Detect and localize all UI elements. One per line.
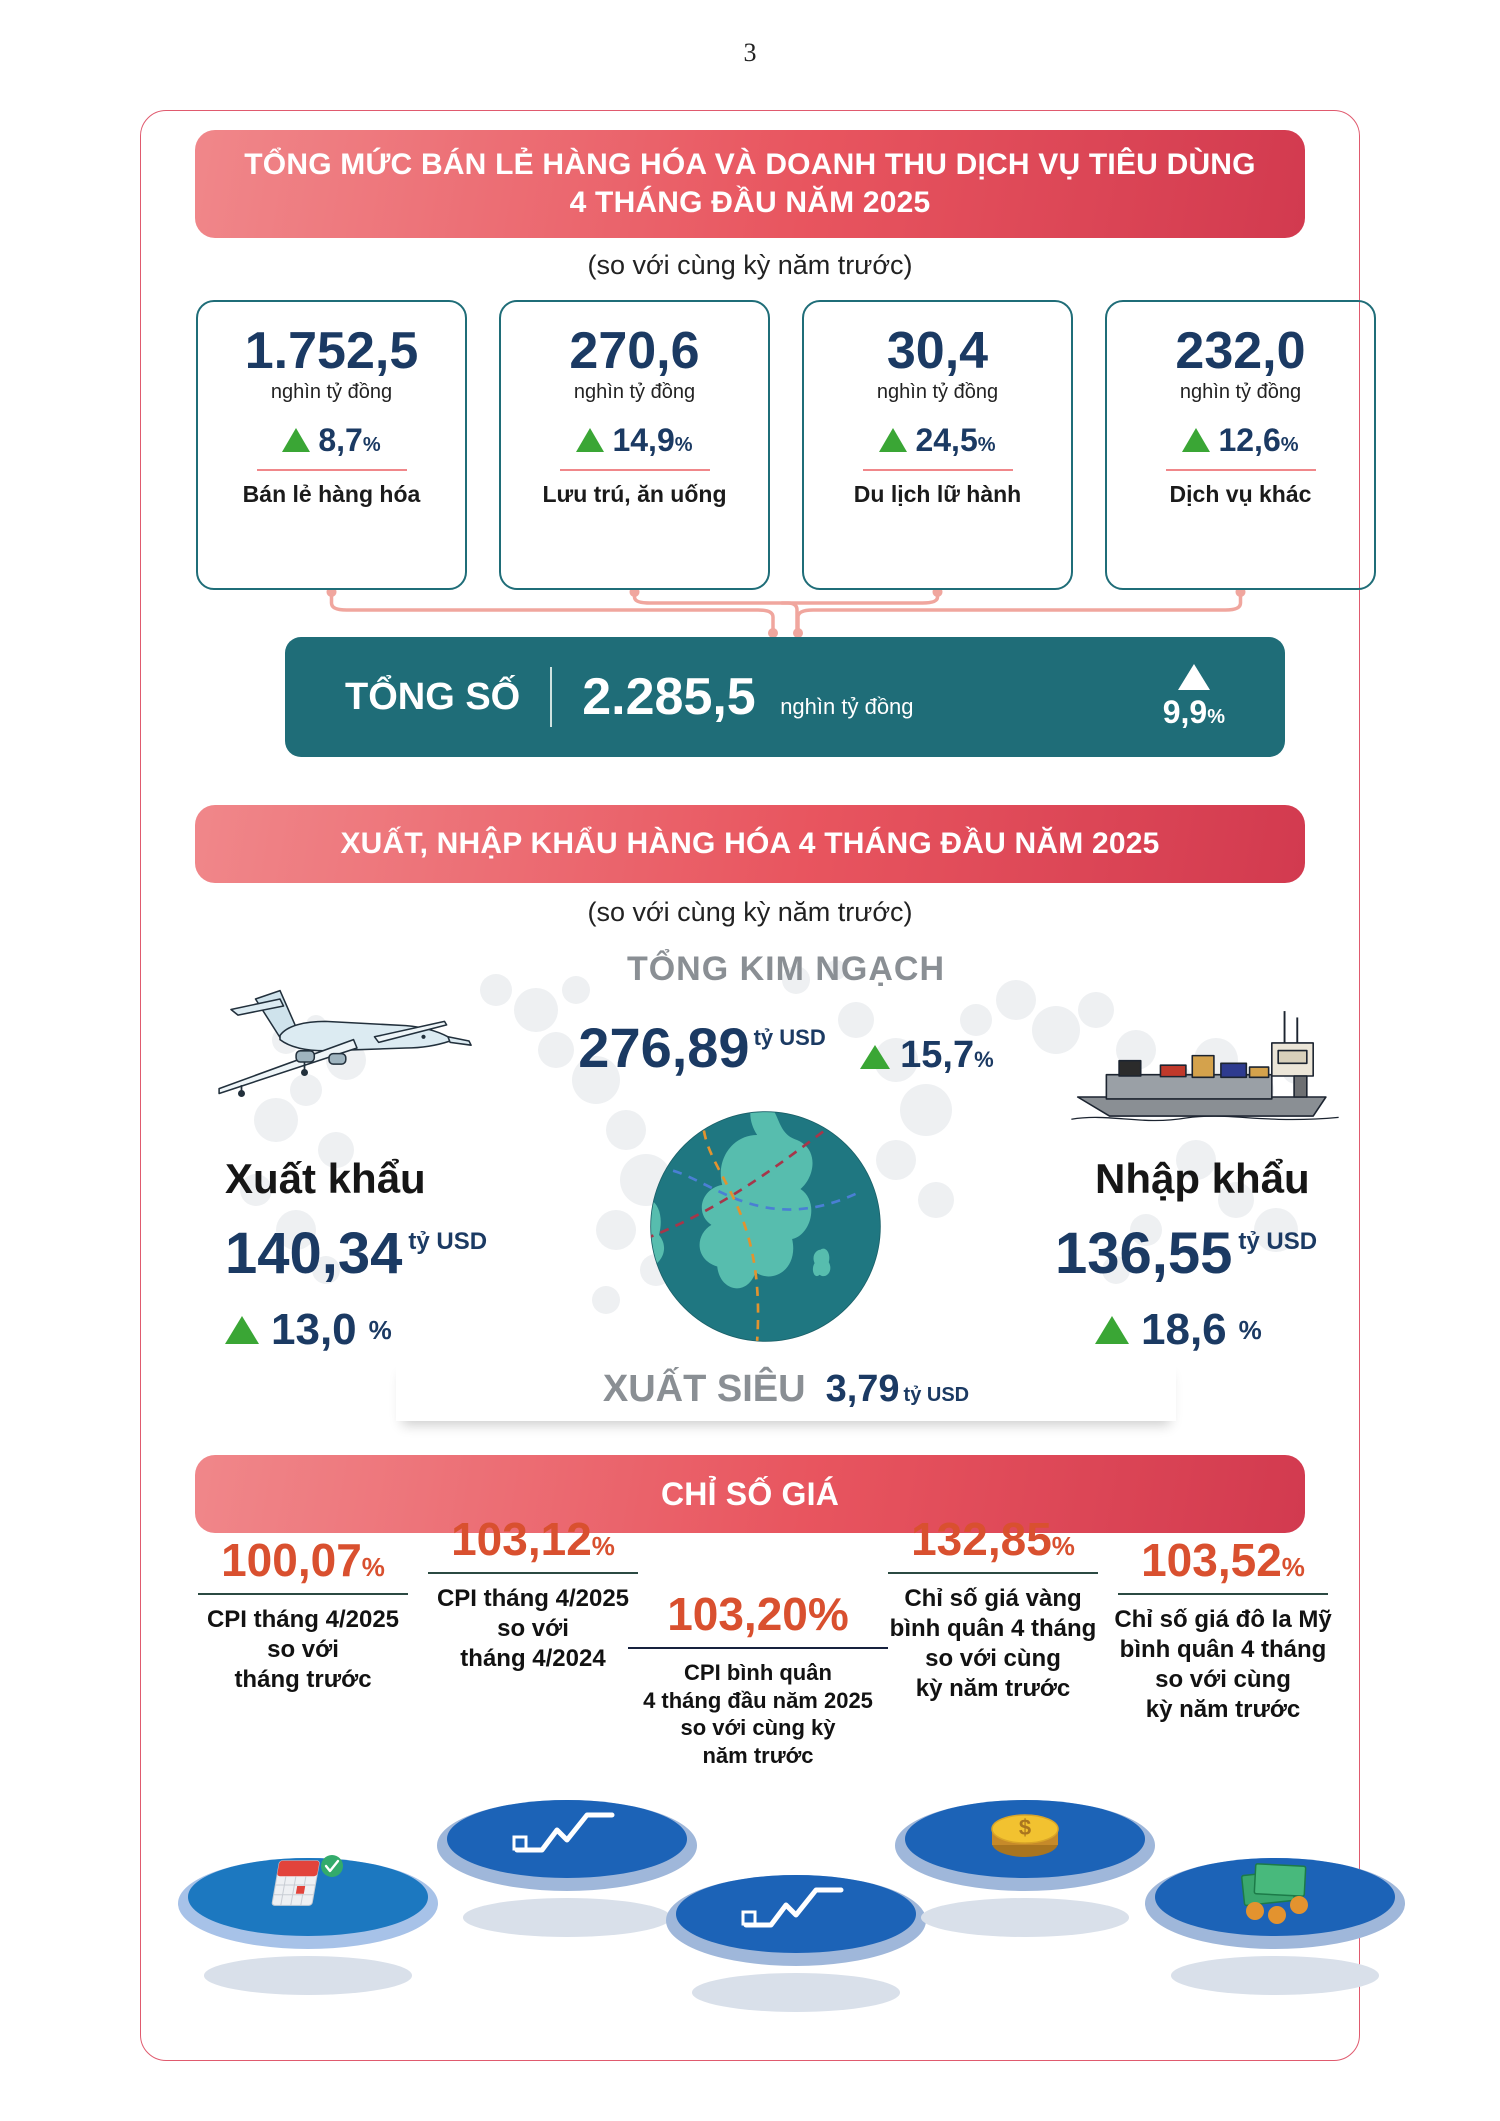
svg-text:$: $ — [1019, 1815, 1031, 1840]
